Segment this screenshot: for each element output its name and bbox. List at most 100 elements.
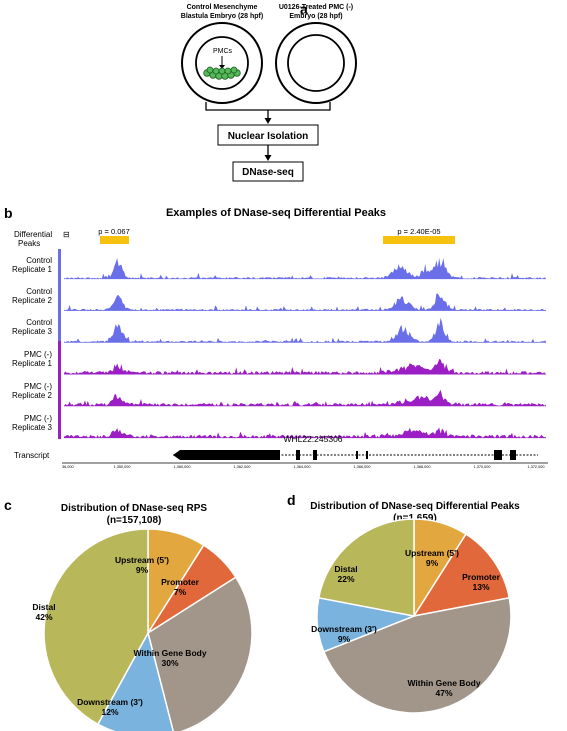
axis-tick-label: 1,360,000	[174, 465, 191, 469]
bracket-arrow-head	[264, 118, 272, 124]
pie-slice-distal	[317, 518, 415, 617]
signal-track-6	[64, 427, 546, 438]
pie-slice-percent: 12%	[101, 707, 118, 717]
pie-slice-distal	[43, 528, 149, 726]
step-arrow-head	[264, 155, 272, 161]
track-4-label-line1: PMC (-)	[24, 350, 52, 359]
dnase-seq-box	[232, 161, 304, 182]
diff-peaks-label-line2: Peaks	[18, 239, 40, 248]
panel-c-subtitle: (n=157,108)	[107, 515, 162, 526]
axis-tick-label: 1,350,000	[114, 465, 131, 469]
panel-d-letter: d	[287, 492, 296, 508]
pie-slice-label: Promoter	[462, 572, 500, 582]
pie-slice-label: Downstream (3')	[77, 697, 143, 707]
pie-slice-percent: 7%	[174, 587, 187, 597]
embryo-left-title-line2: Blastula Embryo (28 hpf)	[181, 13, 263, 20]
pie-slice-percent: 9%	[338, 634, 351, 644]
track-5-label-line2: Replicate 2	[12, 391, 53, 400]
signal-track-2	[64, 293, 546, 311]
axis-tick-label: 36,000	[62, 465, 74, 469]
signal-track-4	[64, 359, 546, 375]
gene-exon	[494, 450, 502, 460]
diff-peaks-label-line1: Differential	[14, 230, 52, 239]
pie-slice-label: Distal	[32, 602, 55, 612]
coordinate-ticks: 36,000 1,350,000 1,360,000 1,362,000 1,3…	[62, 465, 544, 469]
panel-a: a Control Mesenchyme Blastula Embryo (28…	[181, 1, 357, 182]
axis-tick-label: 1,372,000	[528, 465, 545, 469]
diff-peak-bar-right	[383, 236, 455, 244]
diff-peak-bar-left	[100, 236, 129, 244]
panel-a-letter: a	[300, 1, 308, 17]
signal-tracks	[64, 257, 546, 439]
pmc-label: PMCs	[213, 48, 233, 55]
track-2-label-line1: Control	[26, 287, 52, 296]
panel-b-title: Examples of DNase-seq Differential Peaks	[166, 207, 386, 219]
gene-exon	[510, 450, 516, 460]
diff-peaks-collapse-mark: ⊟	[63, 230, 70, 239]
gene-exon	[313, 450, 317, 460]
panel-b: b Examples of DNase-seq Differential Pea…	[4, 205, 548, 469]
track-4-label-line2: Replicate 1	[12, 359, 53, 368]
pie-slice-percent: 13%	[472, 582, 489, 592]
pie-slice-percent: 9%	[426, 558, 439, 568]
track-3-label-line1: Control	[26, 318, 52, 327]
pie-slice-label: Downstream (3')	[311, 624, 377, 634]
axis-tick-label: 1,362,000	[234, 465, 251, 469]
panel-c-letter: c	[4, 497, 12, 513]
panel-c-title: Distribution of DNase-seq RPS	[61, 503, 207, 514]
control-embryo-inner	[195, 36, 249, 90]
gene-exon	[366, 451, 368, 459]
pvalue-right: p = 2.40E-05	[397, 227, 440, 236]
pie-slice-percent: 30%	[161, 658, 178, 668]
pie-slice-within-gene-body	[147, 576, 253, 731]
signal-track-1	[64, 257, 546, 279]
panel-d-title: Distribution of DNase-seq Differential P…	[310, 501, 520, 512]
axis-tick-label: 1,364,000	[294, 465, 311, 469]
track-1-label-line2: Replicate 1	[12, 265, 53, 274]
pmc-cluster	[203, 66, 241, 80]
panel-c: c Distribution of DNase-seq RPS (n=157,1…	[4, 497, 253, 731]
gene-exon	[296, 450, 300, 460]
gene-model	[173, 450, 538, 460]
dnase-seq-label: DNase-seq	[242, 167, 294, 178]
track-6-label-line1: PMC (-)	[24, 414, 52, 423]
pmc-minus-embryo-outer	[275, 22, 357, 104]
control-embryo-outer	[181, 22, 263, 104]
pie-slice-percent: 9%	[136, 565, 149, 575]
pie-slice-downstream-3	[96, 630, 174, 731]
track-1-label-line1: Control	[26, 256, 52, 265]
pie-slice-percent: 42%	[35, 612, 52, 622]
gene-exon	[356, 451, 358, 459]
pie-slice-percent: 22%	[337, 574, 354, 584]
pie-slice-label: Within Gene Body	[407, 678, 480, 688]
axis-tick-label: 1,370,000	[474, 465, 491, 469]
signal-track-5	[64, 389, 546, 406]
embryo-right-title-line1: U0126-Treated PMC (-)	[279, 4, 353, 11]
gene-label: WHL22.245306	[283, 434, 342, 444]
embryo-right-title-line2: Embryo (28 hpf)	[289, 13, 342, 20]
pvalue-left: p = 0.067	[98, 227, 130, 236]
pie-slice-label: Distal	[334, 564, 357, 574]
transcript-label: Transcript	[14, 451, 50, 460]
pie-slice-within-gene-body	[322, 596, 512, 714]
pie-slice-label: Upstream (5')	[115, 555, 169, 565]
panel-d: d Distribution of DNase-seq Differential…	[287, 492, 520, 714]
axis-tick-label: 1,366,000	[354, 465, 371, 469]
control-group-bar	[58, 249, 61, 341]
pmc-minus-embryo-inner	[287, 34, 345, 92]
pie-slice-label: Promoter	[161, 577, 199, 587]
pie-slice-label: Upstream (5')	[405, 548, 459, 558]
pmc-group-bar	[58, 341, 61, 439]
signal-track-3	[64, 317, 546, 343]
panel-b-letter: b	[4, 205, 13, 221]
track-2-label-line2: Replicate 2	[12, 296, 53, 305]
gene-exon-arrow	[173, 450, 280, 460]
track-3-label-line2: Replicate 3	[12, 327, 53, 336]
pie-slice-promoter	[412, 533, 511, 618]
pie-slice-label: Within Gene Body	[133, 648, 206, 658]
track-6-label-line2: Replicate 3	[12, 423, 53, 432]
pie-slice-percent: 47%	[435, 688, 452, 698]
